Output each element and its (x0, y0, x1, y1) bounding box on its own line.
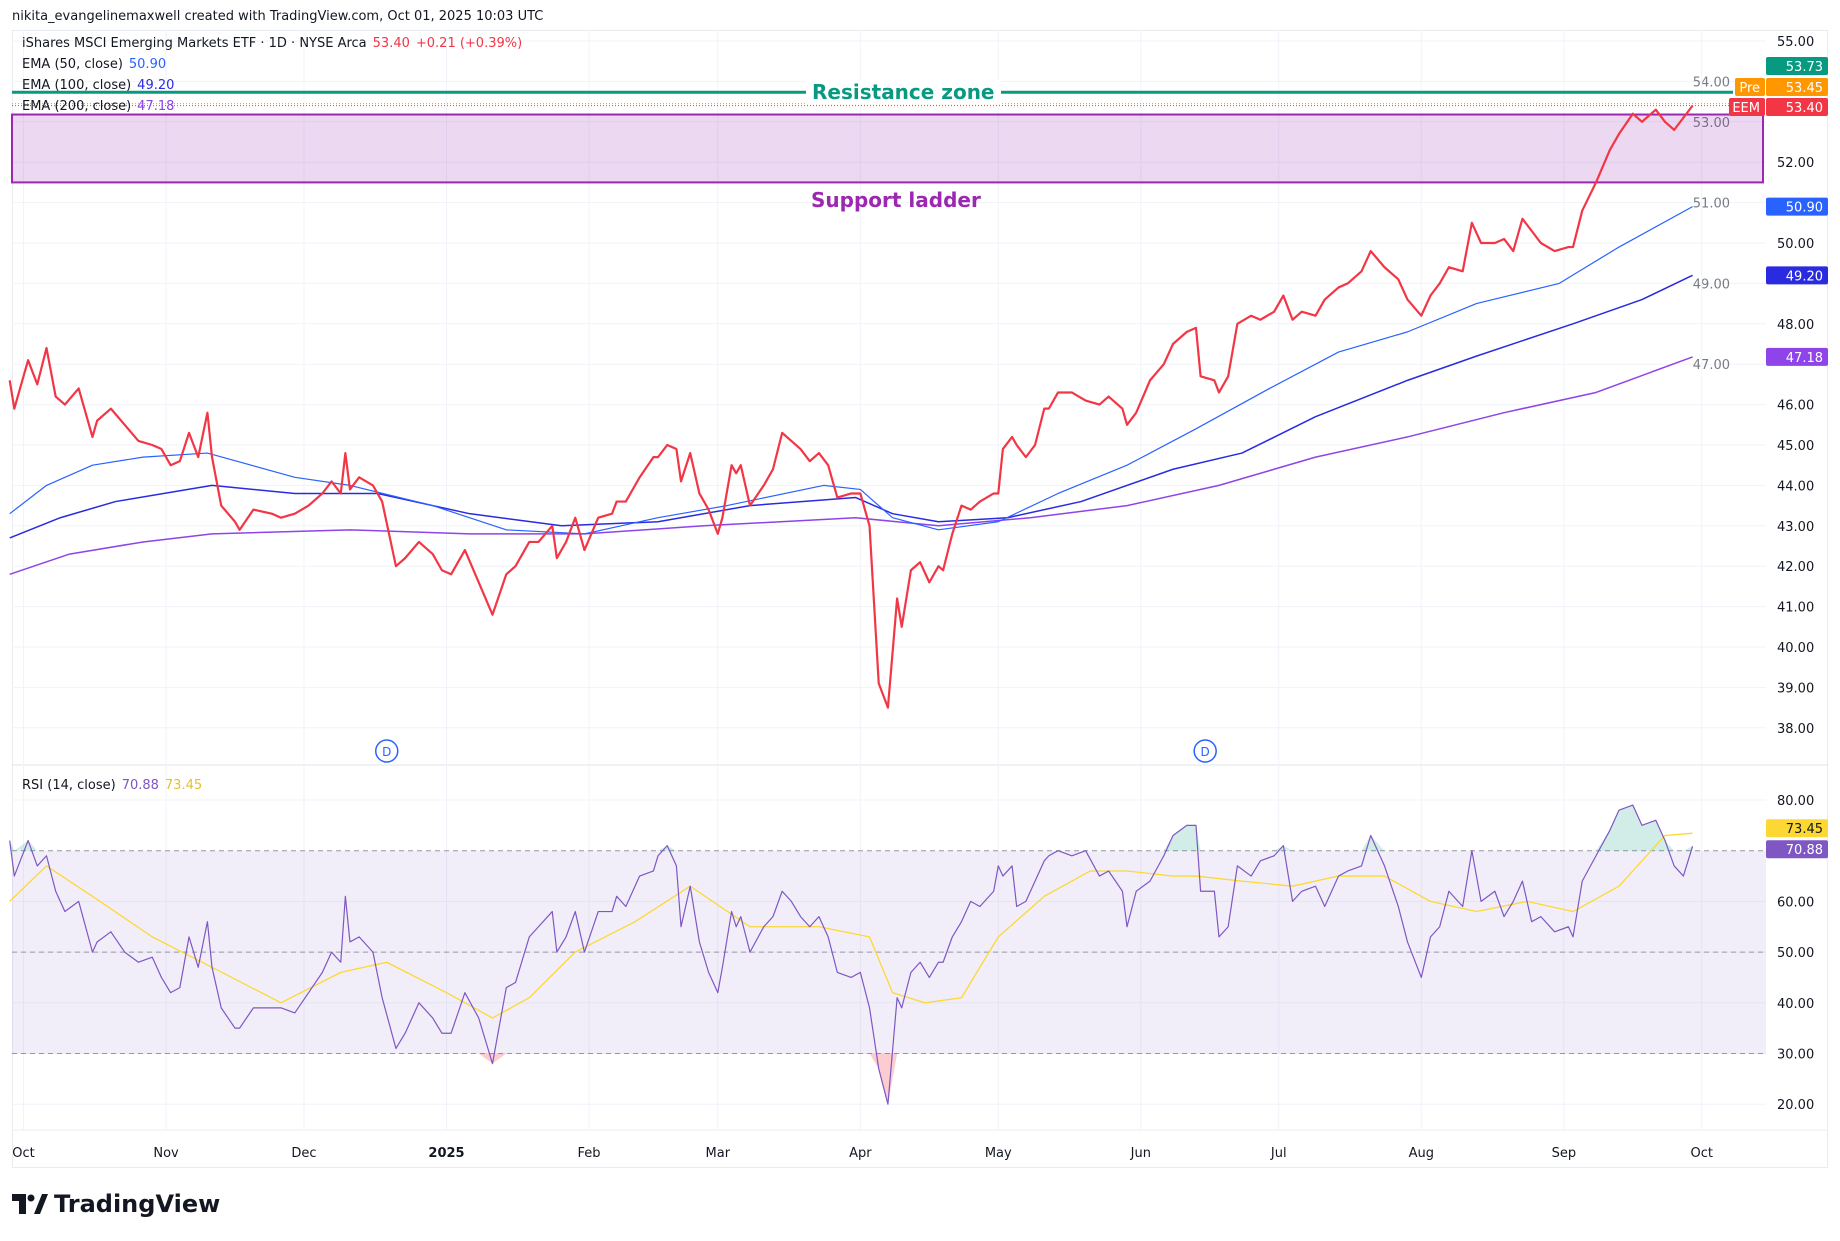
premarket-tag-text: Pre (1739, 81, 1760, 96)
ema200-label: EMA (200, close) (22, 99, 132, 114)
time-axis-label: Mar (706, 1146, 731, 1161)
ema100-label: EMA (100, close) (22, 78, 132, 93)
dividend-marker[interactable] (1193, 739, 1217, 763)
time-axis-label: Nov (153, 1146, 179, 1161)
resistance-price-badge (1766, 57, 1828, 75)
ema50-legend[interactable]: EMA (50, close) 50.90 (22, 57, 172, 72)
price-axis-label: 52.00 (1777, 156, 1814, 171)
rsi-oversold-fill (9, 1053, 1693, 1105)
dividend-marker-label: D (382, 745, 391, 759)
ema100-badge-text: 49.20 (1786, 269, 1823, 284)
ema50-value: 50.90 (128, 57, 167, 72)
rsi-axis-label: 50.00 (1777, 946, 1814, 961)
price-axis-label: 49.00 (1693, 277, 1730, 292)
support-zone-box[interactable] (11, 113, 1764, 184)
rsi-legend[interactable]: RSI (14, close) 70.88 73.45 (22, 778, 208, 793)
ema50-badge-text: 50.90 (1786, 201, 1823, 216)
logo-text: TradingView (54, 1190, 221, 1218)
time-axis-label: May (985, 1146, 1012, 1161)
price-axis-label: 55.00 (1777, 35, 1814, 50)
resistance-price-badge-text: 53.73 (1786, 60, 1823, 75)
price-axis-label: 51.00 (1693, 197, 1730, 212)
ema100-line[interactable] (9, 274, 1693, 539)
dividend-marker[interactable] (374, 739, 399, 763)
rsi-axis-label: 80.00 (1777, 794, 1814, 809)
rsi-value: 70.88 (121, 778, 159, 793)
time-axis-label: Apr (849, 1146, 872, 1161)
rsi-axis-label: 30.00 (1777, 1048, 1814, 1063)
price-axis-label: 40.00 (1777, 641, 1814, 656)
rsi-label: RSI (14, close) (22, 778, 116, 793)
rsi-badge-text: 70.88 (1786, 843, 1823, 858)
price-axis-label: 39.00 (1777, 681, 1814, 696)
price-axis-label: 44.00 (1777, 479, 1814, 494)
rsi-ma-badge (1766, 819, 1828, 838)
rsi-line[interactable] (9, 804, 1694, 1105)
ema200-badge (1766, 347, 1828, 366)
price-axis-label: 54.00 (1693, 75, 1730, 90)
tradingview-logo-icon (12, 1194, 48, 1214)
time-axis-label: Oct (12, 1146, 34, 1161)
ema50-line[interactable] (9, 206, 1693, 535)
ema50-badge (1766, 197, 1828, 216)
price-axis-label: 46.00 (1777, 399, 1814, 414)
rsi-badge (1766, 840, 1828, 859)
ema200-legend[interactable]: EMA (200, close) 47.18 (22, 99, 180, 114)
time-axis-label: 2025 (428, 1146, 464, 1161)
ticker-tag (1729, 98, 1765, 116)
rsi-ma-badge-text: 73.45 (1786, 822, 1823, 837)
ema200-line[interactable] (9, 356, 1693, 575)
time-axis-label: Sep (1552, 1146, 1577, 1161)
premarket-price-badge-text: 53.45 (1786, 81, 1823, 96)
time-axis-label: Oct (1691, 1146, 1713, 1161)
resistance-zone-label[interactable]: Resistance zone (806, 80, 1001, 104)
price-axis-label: 38.00 (1777, 722, 1814, 737)
symbol-title[interactable]: iShares MSCI Emerging Markets ETF · 1D ·… (22, 36, 367, 51)
time-axis-label: Jul (1270, 1146, 1287, 1161)
price-axis-label: 45.00 (1777, 439, 1814, 454)
rsi-axis-label: 40.00 (1777, 997, 1814, 1012)
time-axis-label: Dec (291, 1146, 316, 1161)
support-ladder-label[interactable]: Support ladder (811, 188, 981, 212)
ticker-tag-text: EEM (1732, 101, 1760, 116)
price-change: +0.21 (+0.39%) (415, 36, 523, 51)
price-axis-label: 42.00 (1777, 560, 1814, 575)
price-axis-label: 48.00 (1777, 318, 1814, 333)
rsi-ma-line[interactable] (9, 832, 1693, 1019)
rsi-axis-label: 20.00 (1777, 1098, 1814, 1113)
tradingview-logo[interactable]: TradingView (12, 1190, 220, 1218)
rsi-axis-label: 60.00 (1777, 895, 1814, 910)
ema200-badge-text: 47.18 (1786, 351, 1823, 366)
price-axis-label: 50.00 (1777, 237, 1814, 252)
ema100-badge (1766, 266, 1828, 285)
last-price: 53.40 (372, 36, 410, 51)
time-axis-label: Feb (578, 1146, 601, 1161)
dividend-marker-label: D (1201, 745, 1210, 759)
rsi-ma-value: 73.45 (164, 778, 203, 793)
rsi-overbought-fill (9, 805, 1693, 851)
price-line[interactable] (8, 104, 1694, 709)
price-axis-label: 43.00 (1777, 520, 1814, 535)
time-axis-label: Aug (1409, 1146, 1434, 1161)
premarket-price-badge (1766, 78, 1828, 96)
last-price-badge (1766, 98, 1828, 116)
ema100-value: 49.20 (137, 78, 175, 93)
symbol-legend: iShares MSCI Emerging Markets ETF · 1D ·… (22, 36, 528, 51)
price-axis-label: 41.00 (1777, 601, 1814, 616)
chart-frame[interactable] (12, 30, 1828, 1168)
time-axis-label: Jun (1130, 1146, 1151, 1161)
ema50-label: EMA (50, close) (22, 57, 123, 72)
premarket-tag (1735, 78, 1765, 96)
chart-credit: nikita_evangelinemaxwell created with Tr… (12, 9, 544, 24)
ema200-value: 47.18 (137, 99, 175, 114)
last-price-badge-text: 53.40 (1786, 101, 1823, 116)
price-axis-label: 47.00 (1693, 358, 1730, 373)
ema100-legend[interactable]: EMA (100, close) 49.20 (22, 78, 180, 93)
